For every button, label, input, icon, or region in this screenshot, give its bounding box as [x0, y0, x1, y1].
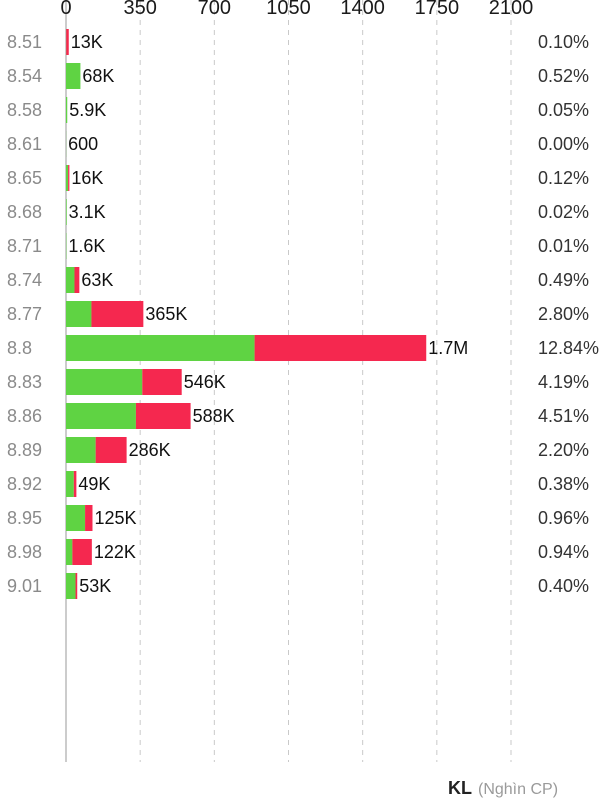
- percent-label: 0.10%: [538, 32, 589, 52]
- percent-label: 4.19%: [538, 372, 589, 392]
- bar-buy-8.98: [66, 539, 73, 565]
- axis-unit-kl: KL: [448, 778, 472, 798]
- bar-sell-9.01: [75, 573, 78, 599]
- percent-label: 0.96%: [538, 508, 589, 528]
- axis-unit-label: (Nghìn CP): [478, 781, 558, 798]
- volume-label: 365K: [145, 304, 187, 324]
- volume-label: 546K: [184, 372, 226, 392]
- bar-sell-8.77: [91, 301, 144, 327]
- percent-label: 12.84%: [538, 338, 599, 358]
- volume-label: 1.6K: [68, 236, 105, 256]
- x-tick-label: 1050: [266, 0, 311, 19]
- bar-sell-8.86: [135, 403, 191, 429]
- x-tick-label: 350: [123, 0, 156, 19]
- bar-sell-8.8: [254, 335, 427, 361]
- bar-sell-8.95: [85, 505, 93, 531]
- x-tick-label: 2100: [489, 0, 534, 19]
- percent-label: 0.12%: [538, 168, 589, 188]
- price-label: 8.89: [7, 440, 42, 460]
- price-label: 8.92: [7, 474, 42, 494]
- volume-label: 588K: [193, 406, 235, 426]
- price-label: 8.71: [7, 236, 42, 256]
- row-labels: 8.51 13K 0.10% 8.54 68K 0.52% 8.58 5.9K 0.05% 8.6…: [7, 32, 599, 596]
- percent-label: 0.49%: [538, 270, 589, 290]
- price-label: 8.68: [7, 202, 42, 222]
- bar-sell-8.83: [142, 369, 182, 395]
- volume-label: 49K: [78, 474, 110, 494]
- bar-buy-8.65: [66, 165, 69, 191]
- percent-label: 0.40%: [538, 576, 589, 596]
- x-tick-label: 1400: [340, 0, 385, 19]
- price-label: 8.86: [7, 406, 42, 426]
- price-label: 9.01: [7, 576, 42, 596]
- price-label: 8.54: [7, 66, 42, 86]
- bar-buy-8.92: [66, 471, 74, 497]
- bar-sell-8.74: [74, 267, 80, 293]
- price-label: 8.77: [7, 304, 42, 324]
- price-label: 8.83: [7, 372, 42, 392]
- bar-buy-8.68: [66, 199, 67, 225]
- bars: [66, 29, 427, 599]
- bar-sell-8.65: [68, 165, 70, 191]
- price-label: 8.8: [7, 338, 32, 358]
- percent-label: 0.94%: [538, 542, 589, 562]
- bar-sell-8.98: [72, 539, 92, 565]
- percent-label: 0.00%: [538, 134, 589, 154]
- volume-label: 68K: [82, 66, 114, 86]
- percent-label: 4.51%: [538, 406, 589, 426]
- price-label: 8.98: [7, 542, 42, 562]
- x-tick-label: 700: [198, 0, 231, 19]
- volume-label: 5.9K: [69, 100, 106, 120]
- price-label: 8.61: [7, 134, 42, 154]
- percent-label: 0.05%: [538, 100, 589, 120]
- bar-buy-9.01: [66, 573, 76, 599]
- percent-label: 0.02%: [538, 202, 589, 222]
- bar-buy-8.77: [66, 301, 92, 327]
- volume-label: 600: [68, 134, 98, 154]
- volume-label: 286K: [129, 440, 171, 460]
- bar-buy-8.83: [66, 369, 143, 395]
- volume-label: 122K: [94, 542, 136, 562]
- bar-buy-8.8: [66, 335, 255, 361]
- bar-sell-8.51: [66, 29, 69, 55]
- bar-buy-8.89: [66, 437, 96, 463]
- percent-label: 2.20%: [538, 440, 589, 460]
- volume-label: 1.7M: [428, 338, 468, 358]
- price-label: 8.74: [7, 270, 42, 290]
- volume-label: 13K: [71, 32, 103, 52]
- volume-label: 16K: [71, 168, 103, 188]
- volume-label: 53K: [79, 576, 111, 596]
- bar-buy-8.86: [66, 403, 136, 429]
- bar-buy-8.54: [66, 63, 81, 89]
- x-tick-label: 0: [60, 0, 71, 19]
- bar-buy-8.58: [66, 97, 68, 123]
- bar-sell-8.89: [95, 437, 127, 463]
- x-tick-label: 1750: [415, 0, 460, 19]
- price-label: 8.65: [7, 168, 42, 188]
- percent-label: 2.80%: [538, 304, 589, 324]
- percent-label: 0.01%: [538, 236, 589, 256]
- bar-sell-8.92: [73, 471, 77, 497]
- volume-label: 63K: [81, 270, 113, 290]
- bar-buy-8.74: [66, 267, 75, 293]
- price-label: 8.58: [7, 100, 42, 120]
- bar-buy-8.95: [66, 505, 86, 531]
- x-axis-ticks: 0 350 700 1050 1400 1750 2100: [60, 0, 533, 19]
- price-label: 8.95: [7, 508, 42, 528]
- volume-label: 3.1K: [69, 202, 106, 222]
- percent-label: 0.52%: [538, 66, 589, 86]
- percent-label: 0.38%: [538, 474, 589, 494]
- price-label: 8.51: [7, 32, 42, 52]
- volume-label: 125K: [94, 508, 136, 528]
